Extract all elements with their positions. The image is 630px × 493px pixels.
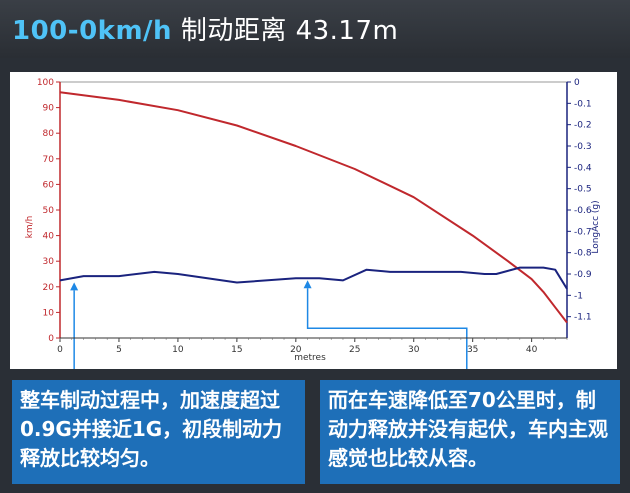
y-tick-label: 20 [43, 283, 55, 293]
y2-tick-label: -0.6 [574, 206, 592, 216]
x-tick-label: 5 [116, 345, 122, 355]
x-tick-label: 35 [467, 345, 478, 355]
note-left: 整车制动过程中，加速度超过0.9G并接近1G，初段制动力释放比较均匀。 [12, 380, 305, 484]
x-tick-label: 15 [231, 345, 242, 355]
y2-tick-label: -1.1 [574, 313, 592, 323]
braking-chart: 0 5 10 15 20 25 30 35 40 0 10 20 30 40 50 60 70 80 90 100 0 -… [25, 78, 601, 369]
header: 100-0km/h 制动距离 43.17m [0, 0, 630, 58]
title-speed: 100-0km/h [12, 16, 173, 46]
callout-arrowhead [70, 282, 79, 291]
x-axis-label: metres [294, 353, 326, 363]
y-tick-label: 30 [43, 257, 55, 267]
x-tick-label: 20 [290, 345, 302, 355]
y-tick-label: 50 [43, 206, 55, 216]
y2-tick-label: -0.1 [574, 99, 592, 109]
y2-tick-label: -0.9 [574, 270, 592, 280]
y2-tick-label: -1 [574, 291, 583, 301]
note-right: 而在车速降低至70公里时，制动力释放并没有起伏，车内主观感觉也比较从容。 [320, 380, 620, 484]
series-line-speed [59, 91, 568, 324]
y2-tick-label: -0.3 [574, 142, 592, 152]
page-title: 100-0km/h 制动距离 43.17m [12, 10, 398, 47]
series-line-acceleration [59, 266, 568, 290]
y-tick-label: 90 [43, 104, 55, 114]
chart-axes: 0 5 10 15 20 25 30 35 40 0 10 20 30 40 50 60 70 80 90 100 0 -… [37, 78, 592, 355]
y2-tick-label: -0.4 [574, 163, 592, 173]
y-axis-label: km/h [25, 216, 35, 239]
y-tick-label: 10 [43, 308, 55, 318]
x-tick-label: 30 [408, 345, 420, 355]
y2-tick-label: -0.2 [574, 121, 592, 131]
y-tick-label: 80 [43, 129, 55, 139]
chart-series [59, 91, 568, 324]
chart-frame: 0 5 10 15 20 25 30 35 40 0 10 20 30 40 50 60 70 80 90 100 0 -… [10, 72, 617, 369]
y2-tick-label: -0.8 [574, 249, 592, 259]
callout-lines [70, 280, 468, 369]
x-tick-label: 0 [57, 345, 63, 355]
callout-arrowhead [303, 280, 312, 289]
plot-border [59, 81, 568, 339]
y-tick-label: 40 [43, 232, 55, 242]
y2-tick-label: 0 [574, 78, 580, 88]
y-tick-label: 60 [43, 180, 55, 190]
callout-line [306, 288, 468, 369]
x-tick-label: 40 [526, 345, 538, 355]
y-tick-label: 0 [48, 334, 54, 344]
y-tick-label: 100 [37, 78, 54, 88]
y2-tick-label: -0.7 [574, 227, 592, 237]
y2-tick-label: -0.5 [574, 185, 592, 195]
y-tick-label: 70 [43, 155, 55, 165]
title-distance: 制动距离 43.17m [180, 16, 399, 46]
x-tick-label: 25 [349, 345, 360, 355]
y2-axis-label: LongAcc (g) [591, 200, 601, 253]
x-tick-label: 10 [172, 345, 184, 355]
